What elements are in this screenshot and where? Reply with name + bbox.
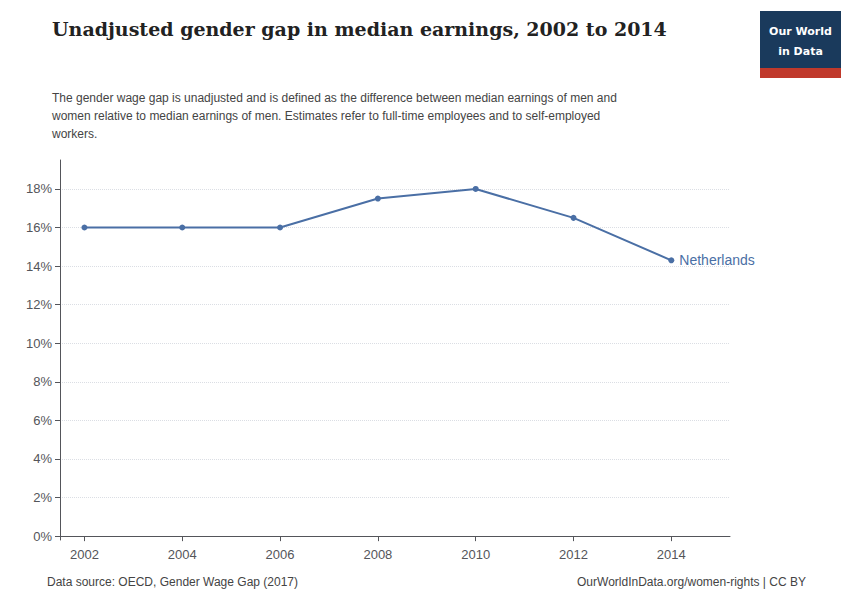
svg-text:12%: 12% xyxy=(26,297,52,312)
svg-text:8%: 8% xyxy=(33,374,52,389)
svg-text:women relative to median earni: women relative to median earnings of men… xyxy=(51,109,600,123)
svg-text:2012: 2012 xyxy=(559,547,588,562)
svg-text:4%: 4% xyxy=(33,451,52,466)
svg-text:Netherlands: Netherlands xyxy=(679,252,755,268)
svg-text:2002: 2002 xyxy=(70,547,99,562)
svg-text:14%: 14% xyxy=(26,259,52,274)
svg-text:Our World: Our World xyxy=(769,25,832,38)
svg-text:2010: 2010 xyxy=(461,547,490,562)
svg-text:16%: 16% xyxy=(26,220,52,235)
svg-text:2014: 2014 xyxy=(657,547,686,562)
svg-text:18%: 18% xyxy=(26,181,52,196)
svg-text:2004: 2004 xyxy=(168,547,197,562)
svg-text:6%: 6% xyxy=(33,413,52,428)
svg-text:The gender wage gap is unadjus: The gender wage gap is unadjusted and is… xyxy=(52,91,617,105)
svg-text:Unadjusted gender gap in media: Unadjusted gender gap in median earnings… xyxy=(52,18,667,40)
svg-text:OurWorldInData.org/women-right: OurWorldInData.org/women-rights | CC BY xyxy=(577,575,806,589)
svg-text:2008: 2008 xyxy=(363,547,392,562)
svg-text:2006: 2006 xyxy=(266,547,295,562)
svg-text:Data source: OECD, Gender Wage: Data source: OECD, Gender Wage Gap (2017… xyxy=(47,575,298,589)
svg-text:in Data: in Data xyxy=(778,45,823,58)
svg-text:2%: 2% xyxy=(33,490,52,505)
svg-text:0%: 0% xyxy=(33,529,52,544)
svg-text:workers.: workers. xyxy=(51,127,97,141)
svg-text:10%: 10% xyxy=(26,336,52,351)
